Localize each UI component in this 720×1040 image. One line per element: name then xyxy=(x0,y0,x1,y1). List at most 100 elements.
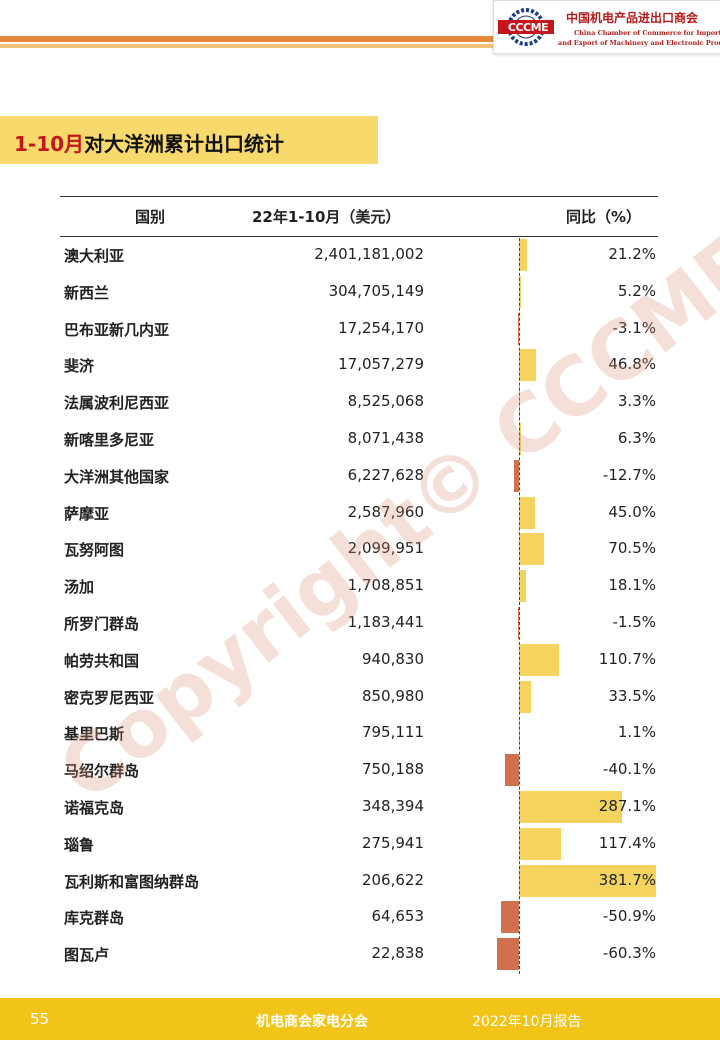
country-name: 所罗门群岛 xyxy=(64,615,140,633)
yoy-bar xyxy=(519,827,562,860)
yoy-percent: -40.1% xyxy=(602,760,656,779)
header-stripe-light xyxy=(0,44,500,48)
yoy-percent: 21.2% xyxy=(608,245,656,263)
yoy-bar xyxy=(519,570,526,603)
country-name: 库克群岛 xyxy=(64,909,125,928)
page-number: 55 xyxy=(30,1010,50,1028)
yoy-bar xyxy=(497,938,519,971)
country-name: 萨摩亚 xyxy=(64,504,110,523)
table-row: 斐济 17,057,279 46.8% xyxy=(60,347,658,383)
table-row: 萨摩亚 2,587,960 45.0% xyxy=(60,495,658,531)
country-name: 法属波利尼西亚 xyxy=(64,394,170,413)
table-row: 汤加 1,708,851 18.1% xyxy=(60,568,658,604)
export-value: 750,188 xyxy=(361,760,424,779)
export-value: 17,254,170 xyxy=(338,318,424,337)
yoy-bar xyxy=(504,754,519,787)
yoy-bar xyxy=(519,239,527,271)
yoy-bar xyxy=(519,680,532,713)
table-row: 图瓦卢 22,838 -60.3% xyxy=(60,936,658,972)
yoy-bar xyxy=(517,312,519,345)
export-value: 64,653 xyxy=(371,907,425,926)
yoy-percent: 3.3% xyxy=(617,392,656,411)
export-value: 2,587,960 xyxy=(347,502,424,521)
yoy-percent: -1.5% xyxy=(612,613,656,631)
table-row: 基里巴斯 795,111 1.1% xyxy=(60,715,658,751)
yoy-percent: 5.2% xyxy=(617,281,656,300)
yoy-percent: 45.0% xyxy=(608,502,656,521)
bar-zero-axis xyxy=(519,238,520,974)
table-row: 澳大利亚 2,401,181,002 21.2% xyxy=(60,237,658,273)
export-value: 850,980 xyxy=(361,686,424,705)
header-country: 国别 xyxy=(135,208,166,226)
yoy-percent: 46.8% xyxy=(608,355,656,374)
header-yoy: 同比（%） xyxy=(566,208,642,226)
export-value: 17,057,279 xyxy=(338,355,424,374)
yoy-percent: -12.7% xyxy=(602,465,656,484)
yoy-percent: 117.4% xyxy=(598,833,656,852)
country-name: 诺福克岛 xyxy=(64,799,125,817)
country-name: 密克罗尼西亚 xyxy=(64,688,155,707)
export-value: 206,622 xyxy=(361,870,424,889)
table-row: 库克群岛 64,653 -50.9% xyxy=(60,899,658,935)
table-row: 新西兰 304,705,149 5.2% xyxy=(60,274,658,310)
country-name: 大洋洲其他国家 xyxy=(64,467,170,486)
table-row: 大洋洲其他国家 6,227,628 -12.7% xyxy=(60,458,658,494)
export-value: 2,401,181,002 xyxy=(314,245,424,263)
yoy-percent: -3.1% xyxy=(612,318,656,337)
export-value: 1,708,851 xyxy=(347,576,424,595)
country-name: 瓦努阿图 xyxy=(64,541,125,560)
country-name: 瑙鲁 xyxy=(64,835,95,854)
logo-text: CCCME xyxy=(507,21,549,34)
table-row: 法属波利尼西亚 8,525,068 3.3% xyxy=(60,384,658,420)
export-value: 8,071,438 xyxy=(347,429,424,447)
table-row: 巴布亚新几内亚 17,254,170 -3.1% xyxy=(60,311,658,347)
yoy-bar xyxy=(519,533,545,566)
yoy-bar xyxy=(519,349,536,382)
country-name: 瓦利斯和富图纳群岛 xyxy=(64,872,200,891)
header-value: 22年1-10月（美元） xyxy=(252,208,401,226)
country-name: 新喀里多尼亚 xyxy=(64,431,155,449)
country-name: 基里巴斯 xyxy=(64,725,125,744)
country-name: 马绍尔群岛 xyxy=(64,762,140,781)
yoy-bar xyxy=(500,901,519,934)
org-name-en-2: and Export of Machinery and Electronic P… xyxy=(558,39,720,47)
footer-right: 2022年10月报告 xyxy=(472,1014,582,1030)
table-row: 帕劳共和国 940,830 110.7% xyxy=(60,642,658,678)
org-logo: CCCME 中国机电产品进出口商会 China Chamber of Comme… xyxy=(493,0,720,54)
yoy-bar xyxy=(519,423,522,455)
yoy-percent: 381.7% xyxy=(598,870,656,889)
yoy-percent: 6.3% xyxy=(617,429,656,447)
export-value: 275,941 xyxy=(361,833,424,852)
page-title: 1-10月对大洋洲累计出口统计 xyxy=(14,128,284,157)
export-value: 795,111 xyxy=(361,723,424,742)
table-row: 瓦利斯和富图纳群岛 206,622 381.7% xyxy=(60,863,658,899)
table-row: 所罗门群岛 1,183,441 -1.5% xyxy=(60,605,658,641)
table-row: 马绍尔群岛 750,188 -40.1% xyxy=(60,752,658,788)
yoy-percent: 287.1% xyxy=(598,797,656,815)
yoy-bar xyxy=(519,791,623,823)
yoy-percent: 110.7% xyxy=(598,649,656,668)
yoy-percent: 18.1% xyxy=(608,576,656,595)
yoy-percent: 1.1% xyxy=(617,723,656,742)
export-value: 1,183,441 xyxy=(347,613,424,631)
yoy-bar xyxy=(514,459,519,492)
yoy-bar xyxy=(518,607,519,639)
org-name-en-1: China Chamber of Commerce for Import xyxy=(574,29,720,37)
country-name: 澳大利亚 xyxy=(64,247,125,265)
title-highlight: 1-10月 xyxy=(14,132,85,156)
country-name: 斐济 xyxy=(64,357,95,376)
yoy-percent: 33.5% xyxy=(608,686,656,705)
table-row: 诺福克岛 348,394 287.1% xyxy=(60,789,658,825)
table-row: 瑙鲁 275,941 117.4% xyxy=(60,826,658,862)
title-band xyxy=(0,116,378,164)
export-value: 6,227,628 xyxy=(347,465,424,484)
table-top-rule xyxy=(60,196,658,197)
header-stripe-orange xyxy=(0,36,500,42)
footer: 55 机电商会家电分会 2022年10月报告 xyxy=(0,998,720,1040)
yoy-bar xyxy=(519,643,559,676)
yoy-percent: -60.3% xyxy=(602,944,656,963)
export-value: 8,525,068 xyxy=(347,392,424,411)
table-row: 瓦努阿图 2,099,951 70.5% xyxy=(60,531,658,567)
export-value: 940,830 xyxy=(361,649,424,668)
cccme-logo-icon xyxy=(498,8,554,46)
